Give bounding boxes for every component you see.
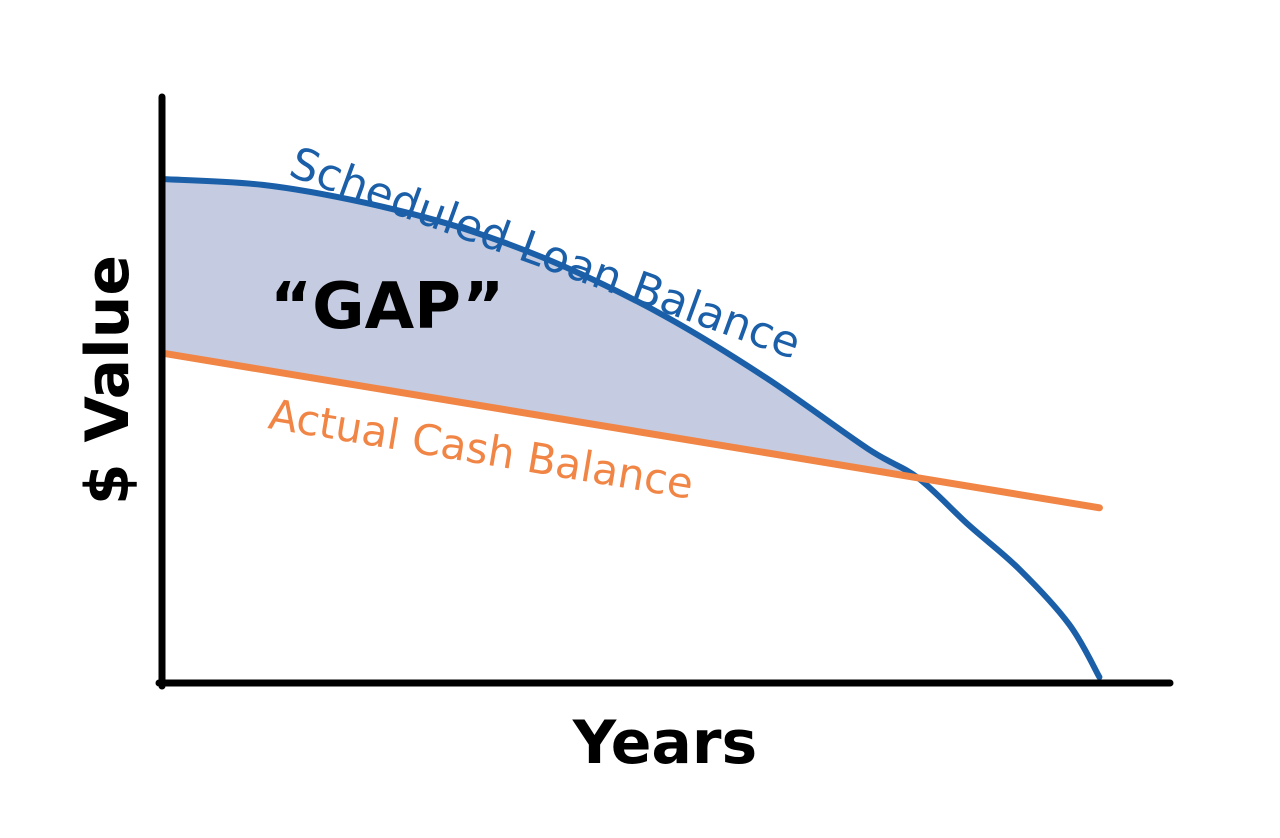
x-axis-label: Years [572, 708, 757, 778]
series-line-actual-cash-balance [158, 349, 1103, 512]
series-line-scheduled-loan-balance [159, 176, 1103, 681]
gap-shaded-area [162, 179, 918, 478]
gap-label: “GAP” [270, 270, 504, 344]
y-axis-label: $ Value [73, 255, 143, 505]
